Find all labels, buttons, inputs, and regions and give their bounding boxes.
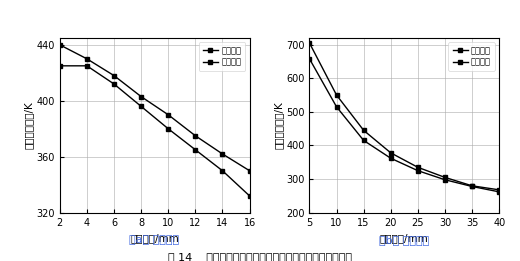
- 外壁温度: [387, 151, 394, 155]
- 外壁温度: [219, 152, 226, 156]
- 内壁温度: [57, 64, 63, 67]
- Line: 外壁温度: 外壁温度: [57, 42, 252, 173]
- 内壁温度: [469, 185, 475, 188]
- 内壁温度: [306, 57, 313, 60]
- 外壁温度: [84, 57, 90, 60]
- 内壁温度: [111, 82, 117, 86]
- 内壁温度: [138, 105, 144, 108]
- X-axis label: 提离距离/mm: 提离距离/mm: [131, 233, 179, 243]
- 外壁温度: [333, 93, 340, 97]
- 内壁温度: [333, 105, 340, 108]
- Legend: 外壁温度, 内壁温度: 外壁温度, 内壁温度: [448, 42, 495, 71]
- 内壁温度: [165, 127, 172, 130]
- 外壁温度: [469, 184, 475, 187]
- Text: 图 14    线圈与滚筒提离距离和线圈间距对滚筒温度的影响: 图 14 线圈与滚筒提离距离和线圈间距对滚筒温度的影响: [168, 252, 352, 261]
- 内壁温度: [192, 148, 199, 151]
- 内壁温度: [415, 169, 421, 172]
- 内壁温度: [442, 178, 448, 181]
- Y-axis label: 滚筒平均温度/K: 滚筒平均温度/K: [274, 102, 283, 149]
- Legend: 外壁温度, 内壁温度: 外壁温度, 内壁温度: [199, 42, 245, 71]
- 外壁温度: [496, 188, 502, 191]
- Text: （b） 线圈间距: （b） 线圈间距: [379, 235, 429, 245]
- Text: （a） 提离距离: （a） 提离距离: [129, 235, 179, 245]
- Line: 内壁温度: 内壁温度: [307, 56, 502, 194]
- 外壁温度: [57, 43, 63, 46]
- 内壁温度: [360, 139, 367, 142]
- 内壁温度: [219, 169, 226, 172]
- 外壁温度: [306, 41, 313, 44]
- 外壁温度: [192, 134, 199, 137]
- X-axis label: 线圈间距/mm: 线圈间距/mm: [380, 233, 428, 243]
- 内壁温度: [387, 157, 394, 160]
- Line: 内壁温度: 内壁温度: [57, 63, 252, 198]
- 外壁温度: [111, 74, 117, 77]
- 内壁温度: [246, 194, 253, 198]
- 外壁温度: [442, 176, 448, 179]
- 外壁温度: [360, 129, 367, 132]
- 外壁温度: [165, 113, 172, 116]
- Line: 外壁温度: 外壁温度: [307, 40, 502, 192]
- 内壁温度: [84, 64, 90, 67]
- 内壁温度: [496, 190, 502, 193]
- 外壁温度: [138, 95, 144, 98]
- 外壁温度: [415, 166, 421, 169]
- Y-axis label: 滚筒平均温度/K: 滚筒平均温度/K: [24, 102, 34, 149]
- 外壁温度: [246, 169, 253, 172]
